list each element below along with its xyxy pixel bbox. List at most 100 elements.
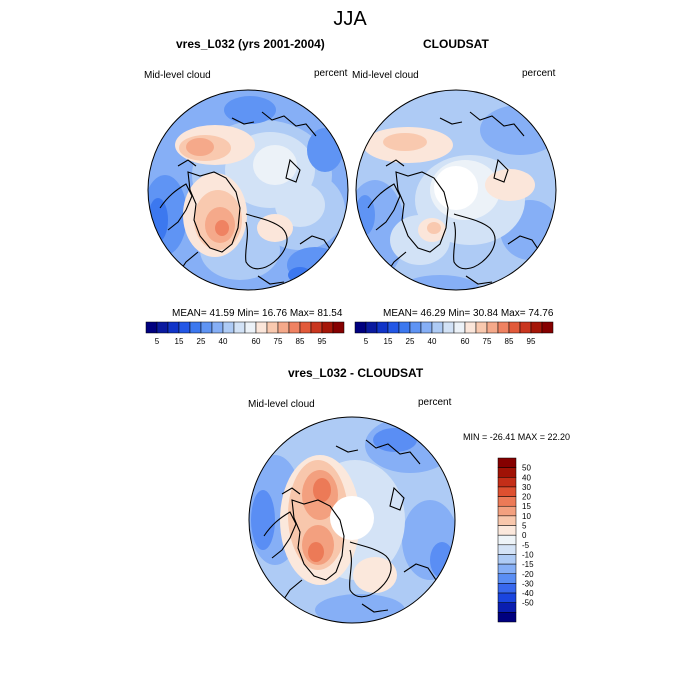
- colorbar-difference-tick-label: -5: [522, 541, 530, 550]
- colorbar-model-tick-label: 75: [274, 337, 283, 346]
- colorbar-difference-swatch: [497, 486, 517, 497]
- colorbar-difference-tick-label: 5: [522, 522, 527, 531]
- colorbar-cloudsat-swatch: [464, 321, 477, 334]
- panel1-right-label: percent: [314, 68, 348, 79]
- colorbar-cloudsat-swatch: [486, 321, 499, 334]
- colorbar-model-tick-label: 15: [175, 337, 184, 346]
- colorbar-difference-swatch: [497, 612, 517, 623]
- panel2-title: CLOUDSAT: [423, 37, 489, 51]
- panel2-stats: MEAN= 46.29 Min= 30.84 Max= 74.76: [383, 308, 554, 319]
- colorbar-cloudsat-swatch: [409, 321, 422, 334]
- map-difference: [249, 417, 455, 623]
- colorbar-cloudsat-swatch: [442, 321, 455, 334]
- colorbar-cloudsat-tick-label: 60: [461, 337, 470, 346]
- colorbar-cloudsat-tick-label: 15: [384, 337, 393, 346]
- colorbar-cloudsat-tick-label: 85: [505, 337, 514, 346]
- colorbar-model-swatch: [321, 321, 334, 334]
- colorbar-model-swatch: [299, 321, 312, 334]
- colorbar-cloudsat-swatch: [508, 321, 521, 334]
- colorbar-difference-tick-label: 30: [522, 483, 531, 492]
- colorbar-cloudsat-swatch: [387, 321, 400, 334]
- colorbar-difference-tick-label: 10: [522, 512, 531, 521]
- panel1-title: vres_L032 (yrs 2001-2004): [176, 37, 325, 51]
- colorbar-model-tick-label: 95: [318, 337, 327, 346]
- map-model: [148, 90, 348, 290]
- colorbar-difference-swatch: [497, 573, 517, 584]
- colorbar-difference-tick-label: -40: [522, 589, 534, 598]
- panel3-right-label: percent: [418, 397, 452, 408]
- colorbar-cloudsat: 5 15 25 40 60 75 85 95: [354, 321, 554, 346]
- colorbar-difference-tick-label: -15: [522, 560, 534, 569]
- colorbar-model-swatch: [277, 321, 290, 334]
- main-title: JJA: [333, 8, 367, 30]
- colorbar-difference-tick-label: -50: [522, 599, 534, 608]
- colorbar-difference-swatch: [497, 602, 517, 613]
- colorbar-model-swatch: [189, 321, 202, 334]
- colorbar-cloudsat-swatch: [519, 321, 532, 334]
- panel2-right-label: percent: [522, 68, 556, 79]
- colorbar-model-tick-label: 60: [252, 337, 261, 346]
- map-cloudsat: [356, 90, 556, 290]
- colorbar-difference-tick-label: 50: [522, 464, 531, 473]
- colorbar-difference-tick-label: 15: [522, 502, 531, 511]
- colorbar-model-swatch: [145, 321, 158, 334]
- colorbar-cloudsat-swatch: [354, 321, 367, 334]
- colorbar-difference-tick-label: 20: [522, 493, 531, 502]
- colorbar-model-swatch: [222, 321, 235, 334]
- colorbar-cloudsat-swatch: [431, 321, 444, 334]
- panel3-stats: MIN = -26.41 MAX = 22.20: [463, 432, 571, 442]
- colorbar-model-swatch: [255, 321, 268, 334]
- colorbar-model-swatch: [156, 321, 169, 334]
- colorbar-difference-swatch: [497, 563, 517, 575]
- colorbar-model-swatch: [167, 321, 180, 334]
- colorbar-cloudsat-swatch: [376, 321, 389, 334]
- colorbar-model-swatch: [244, 321, 257, 334]
- colorbar-difference-tick-label: -10: [522, 550, 534, 559]
- colorbar-model-swatch: [200, 321, 213, 334]
- colorbar-model-tick-label: 40: [219, 337, 228, 346]
- colorbar-difference-swatch: [497, 534, 517, 546]
- colorbar-model-swatch: [332, 321, 345, 334]
- colorbar-cloudsat-tick-label: 25: [406, 337, 415, 346]
- colorbar-model-swatch: [178, 321, 191, 334]
- panel1-left-label: Mid-level cloud: [144, 70, 211, 81]
- colorbar-model-swatch: [233, 321, 246, 334]
- colorbar-difference-swatch: [497, 496, 517, 507]
- colorbar-model-swatch: [211, 321, 224, 334]
- colorbar-cloudsat-tick-label: 75: [483, 337, 492, 346]
- colorbar-cloudsat-swatch: [420, 321, 433, 334]
- colorbar-difference-swatch: [497, 477, 517, 488]
- colorbar-difference-swatch: [497, 457, 517, 468]
- colorbar-model-tick-label: 85: [296, 337, 305, 346]
- colorbar-cloudsat-swatch: [475, 321, 488, 334]
- colorbar-difference-tick-label: -30: [522, 579, 534, 588]
- colorbar-cloudsat-tick-label: 40: [428, 337, 437, 346]
- colorbar-cloudsat-swatch: [365, 321, 378, 334]
- colorbar-difference-swatch: [497, 592, 517, 603]
- colorbar-cloudsat-swatch: [530, 321, 543, 334]
- colorbar-model-tick-label: 5: [155, 337, 160, 346]
- colorbar-model-swatch: [288, 321, 301, 334]
- colorbar-model-tick-label: 25: [197, 337, 206, 346]
- panel1-stats: MEAN= 41.59 Min= 16.76 Max= 81.54: [172, 308, 343, 319]
- colorbar-difference-swatch: [497, 525, 517, 536]
- panel3-title: vres_L032 - CLOUDSAT: [288, 366, 424, 380]
- colorbar-cloudsat-swatch: [398, 321, 411, 334]
- colorbar-cloudsat-swatch: [497, 321, 510, 334]
- colorbar-cloudsat-tick-label: 95: [527, 337, 536, 346]
- colorbar-difference-swatch: [497, 505, 517, 517]
- colorbar-cloudsat-swatch: [453, 321, 466, 334]
- panel2-left-label: Mid-level cloud: [352, 70, 419, 81]
- colorbar-model-swatch: [266, 321, 279, 334]
- panel3-left-label: Mid-level cloud: [248, 399, 315, 410]
- colorbar-difference-swatch: [497, 515, 517, 526]
- colorbar-difference-swatch: [497, 467, 517, 478]
- colorbar-model: 5 15 25 40 60 75 85 95: [145, 321, 345, 346]
- colorbar-difference-tick-label: 40: [522, 473, 531, 482]
- colorbar-cloudsat-tick-label: 5: [364, 337, 369, 346]
- colorbar-difference-swatch: [497, 554, 517, 565]
- colorbar-difference-tick-label: 0: [522, 531, 527, 540]
- colorbar-model-swatch: [310, 321, 323, 334]
